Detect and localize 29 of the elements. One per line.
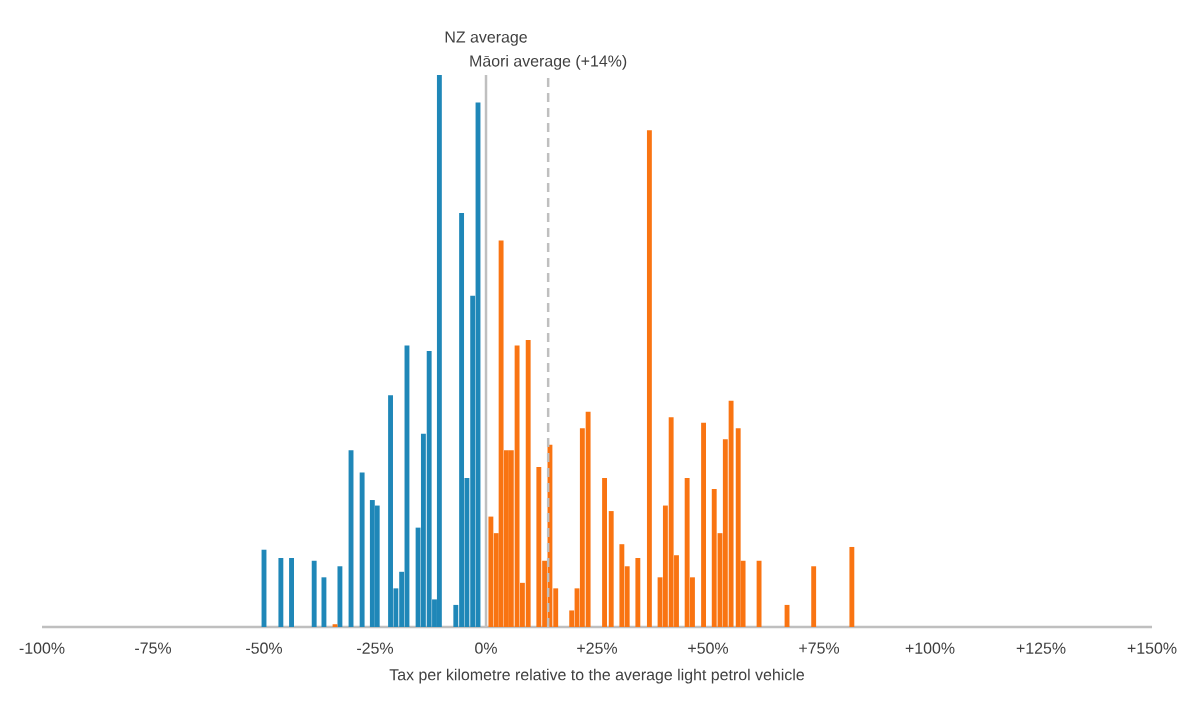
x-axis-title: Tax per kilometre relative to the average light petrol vehicle (389, 668, 804, 684)
bar (756, 560, 762, 627)
x-tick-label: -25% (357, 642, 394, 654)
bar (646, 130, 652, 627)
ref-line-label: Māori average (+14%) (470, 54, 627, 70)
x-tick-label: -100% (19, 642, 65, 654)
bar (278, 558, 284, 627)
x-tick-label: +75% (799, 642, 840, 654)
bar (635, 558, 641, 627)
x-tick-label: 0% (475, 642, 497, 654)
bar (289, 558, 294, 627)
bar (337, 566, 343, 627)
bar (608, 511, 614, 627)
ref-line-label: NZ average (445, 31, 527, 46)
x-tick-label: +125% (1016, 642, 1066, 654)
bar (332, 624, 338, 627)
x-tick-label: -75% (135, 642, 172, 654)
bar (849, 546, 855, 627)
bar (359, 472, 365, 627)
x-tick-label: +100% (905, 642, 955, 654)
bar (602, 477, 607, 627)
bar (311, 560, 317, 627)
x-tick-label: +150% (1127, 642, 1177, 654)
x-tick-label: +50% (688, 642, 729, 654)
x-tick-label: +25% (577, 642, 618, 654)
bar (811, 566, 817, 627)
bar (436, 74, 442, 627)
bar (701, 422, 707, 627)
x-tick-label: -50% (246, 642, 283, 654)
